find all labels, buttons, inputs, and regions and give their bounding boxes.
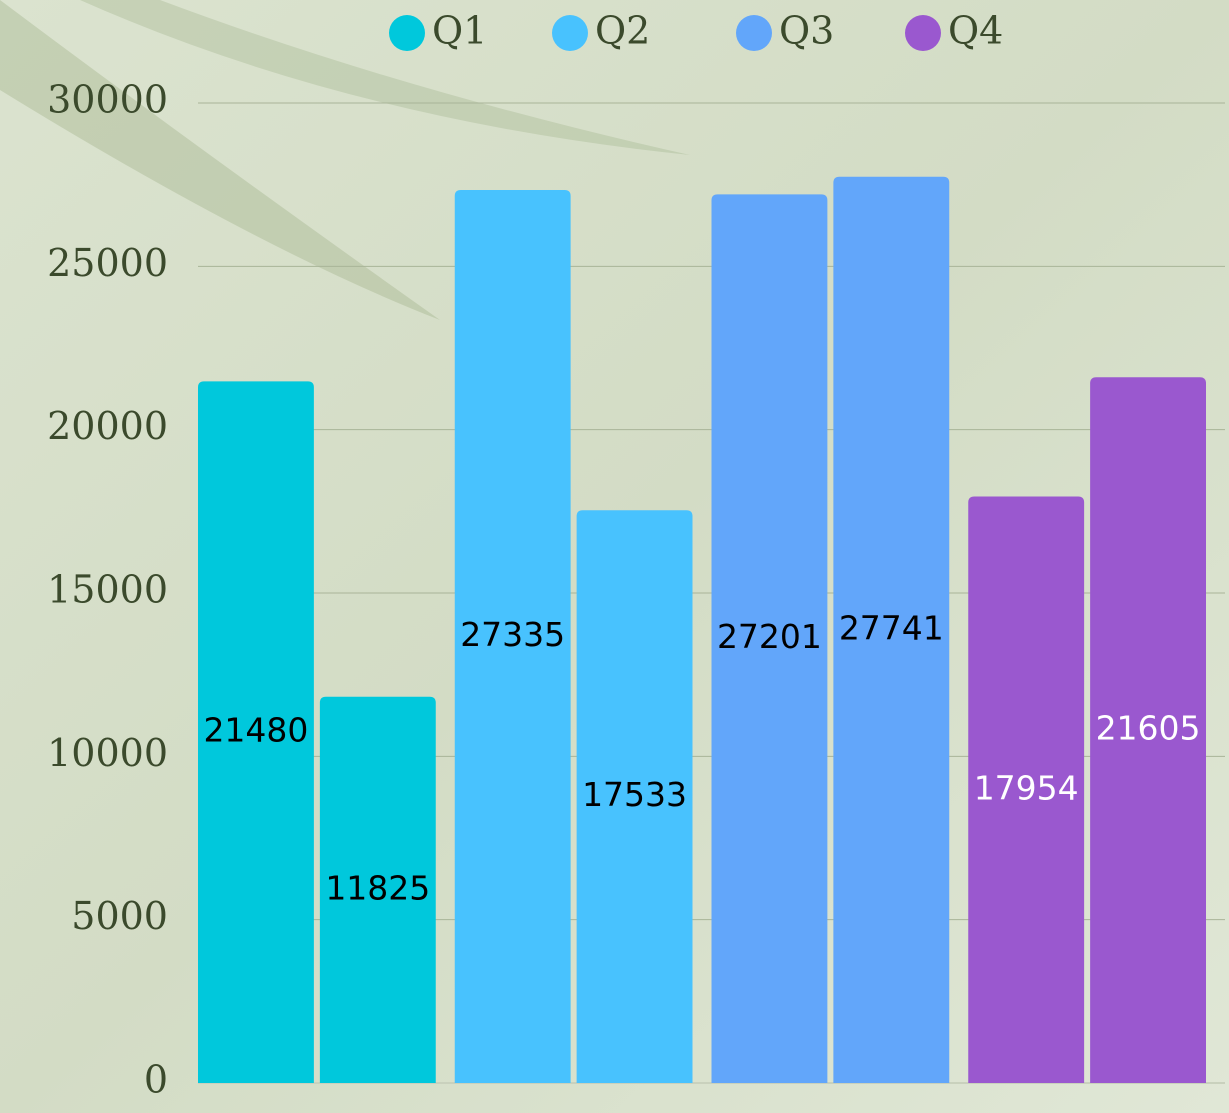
y-tick-label: 25000 <box>47 241 168 285</box>
bar <box>454 190 571 1084</box>
legend-swatch <box>552 15 588 51</box>
value-label: 21480 <box>203 711 308 750</box>
value-label: 21605 <box>1096 709 1201 748</box>
bar <box>1090 377 1206 1083</box>
bar <box>833 176 950 1083</box>
y-tick-label: 10000 <box>47 731 168 775</box>
bar <box>711 194 828 1083</box>
bar <box>968 496 1085 1083</box>
bar <box>576 510 693 1083</box>
legend-label: Q3 <box>779 9 834 53</box>
y-tick-label: 0 <box>144 1058 168 1102</box>
legend-label: Q2 <box>595 9 650 53</box>
value-label: 11825 <box>325 868 430 907</box>
value-label: 27201 <box>717 617 822 656</box>
y-tick-label: 20000 <box>47 404 168 448</box>
legend-swatch <box>736 15 772 51</box>
y-tick-label: 5000 <box>71 894 168 938</box>
bar <box>198 381 314 1083</box>
legend-label: Q4 <box>948 9 1003 53</box>
legend-label: Q1 <box>432 9 487 53</box>
legend-swatch <box>905 15 941 51</box>
value-label: 17954 <box>974 768 1079 807</box>
y-tick-label: 30000 <box>47 78 168 122</box>
y-tick-label: 15000 <box>47 568 168 612</box>
leaf-decoration <box>80 0 690 155</box>
value-label: 27335 <box>460 615 565 654</box>
bar <box>319 696 436 1083</box>
value-label: 17533 <box>582 775 687 814</box>
legend-swatch <box>389 15 425 51</box>
value-label: 27741 <box>839 608 944 647</box>
